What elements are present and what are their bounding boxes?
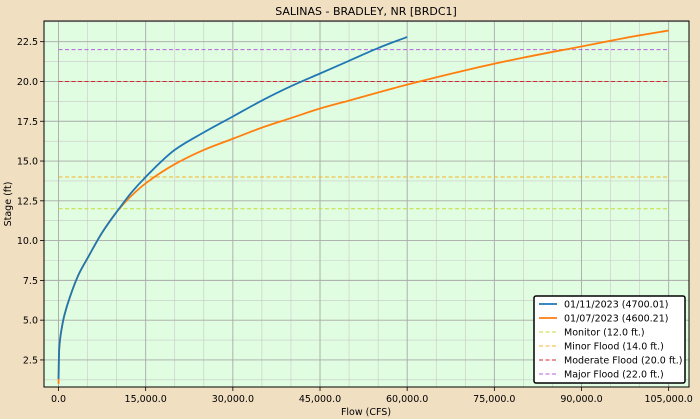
y-tick-label: 22.5 — [17, 37, 38, 48]
y-axis-title: Stage (ft) — [3, 182, 14, 227]
series-line — [57, 36, 408, 380]
y-axis: 2.5 5.0 7.5 10.0 12.5 15.0 17.5 20.0 22.5 — [17, 37, 44, 366]
x-tick-label: 60,000.0 — [386, 394, 428, 405]
legend-label: Moderate Flood (20.0 ft.) — [564, 356, 683, 367]
x-tick-label: 15,000.0 — [125, 394, 167, 405]
y-tick-label: 2.5 — [23, 355, 38, 366]
legend-label: Monitor (12.0 ft.) — [564, 328, 645, 339]
y-tick-label: 5.0 — [23, 316, 38, 327]
x-axis-title: Flow (CFS) — [341, 407, 391, 418]
x-axis: 0.0 15,000.0 30,000.0 45,000.0 60,000.0 75,00… — [51, 387, 693, 405]
x-tick-label: 45,000.0 — [299, 394, 341, 405]
x-tick-label: 30,000.0 — [212, 394, 254, 405]
y-tick-label: 10.0 — [17, 236, 38, 247]
legend-label: Major Flood (22.0 ft.) — [564, 370, 664, 381]
y-tick-label: 20.0 — [17, 77, 38, 88]
y-tick-label: 15.0 — [17, 157, 38, 168]
legend-label: 01/07/2023 (4600.21) — [564, 314, 668, 325]
series-lines — [57, 29, 669, 384]
legend: 01/11/2023 (4700.01) 01/07/2023 (4600.21)… — [533, 295, 686, 384]
grid — [44, 21, 689, 387]
plot-frame — [43, 20, 690, 388]
x-tick-label: 90,000.0 — [560, 394, 602, 405]
x-tick-label: 75,000.0 — [473, 394, 515, 405]
chart-title: SALINAS - BRADLEY, NR [BRDC1] — [275, 5, 457, 18]
legend-label: Minor Flood (14.0 ft.) — [564, 342, 664, 353]
y-tick-label: 17.5 — [17, 117, 38, 128]
x-tick-label: 105,000.0 — [644, 394, 692, 405]
y-tick-label: 7.5 — [23, 276, 38, 287]
legend-box — [533, 295, 686, 384]
legend-label: 01/11/2023 (4700.01) — [564, 300, 668, 311]
x-tick-label: 0.0 — [51, 394, 66, 405]
y-tick-label: 12.5 — [17, 196, 38, 207]
